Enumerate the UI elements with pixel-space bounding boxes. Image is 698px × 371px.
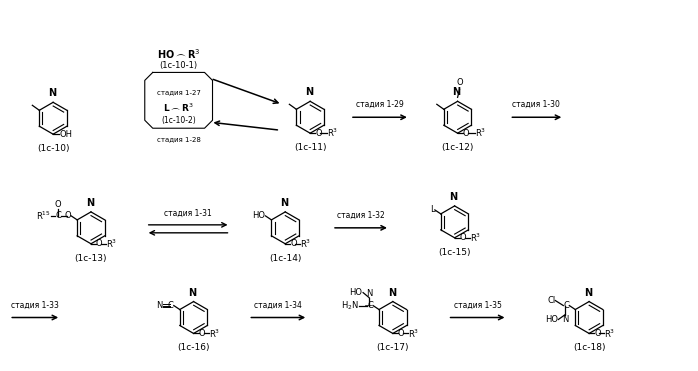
Text: OH: OH	[59, 130, 72, 139]
Text: O: O	[198, 329, 205, 338]
Text: O: O	[290, 239, 297, 248]
Text: R$^{15}$: R$^{15}$	[36, 210, 51, 222]
Text: R$^3$: R$^3$	[106, 237, 117, 250]
Text: стадия 1-29: стадия 1-29	[356, 100, 403, 109]
Text: O: O	[456, 78, 463, 87]
Text: HO: HO	[253, 211, 265, 220]
Text: O: O	[594, 329, 601, 338]
Text: стадия 1-33: стадия 1-33	[11, 301, 59, 309]
Text: HO: HO	[545, 315, 558, 324]
Text: HO$\frown$R$^3$: HO$\frown$R$^3$	[157, 47, 200, 61]
Text: N: N	[366, 289, 372, 298]
Text: стадия 1-32: стадия 1-32	[337, 211, 385, 220]
Text: (1c-10-1): (1c-10-1)	[160, 61, 198, 70]
Text: O: O	[64, 211, 71, 220]
Text: N: N	[452, 87, 461, 97]
Text: (1c-15): (1c-15)	[438, 248, 471, 257]
Text: R$^3$: R$^3$	[408, 327, 419, 339]
Text: R$^3$: R$^3$	[209, 327, 220, 339]
Text: O: O	[398, 329, 404, 338]
Text: (1c-13): (1c-13)	[75, 254, 107, 263]
Text: стадия 1-28: стадия 1-28	[157, 136, 200, 142]
Text: (1c-10): (1c-10)	[37, 144, 69, 153]
Text: O: O	[96, 239, 103, 248]
Text: N: N	[86, 198, 94, 208]
Text: стадия 1-34: стадия 1-34	[254, 301, 302, 309]
Text: N: N	[388, 288, 396, 298]
Text: L$\frown$R$^3$: L$\frown$R$^3$	[163, 102, 194, 115]
Text: стадия 1-35: стадия 1-35	[454, 301, 501, 309]
Text: (1c-17): (1c-17)	[377, 344, 409, 352]
Text: C: C	[55, 211, 61, 220]
Text: (1c-18): (1c-18)	[573, 344, 605, 352]
Text: O: O	[459, 233, 466, 242]
Text: стадия 1-27: стадия 1-27	[157, 89, 200, 95]
Text: стадия 1-31: стадия 1-31	[164, 209, 211, 218]
Text: N: N	[48, 88, 56, 98]
Text: R$^3$: R$^3$	[327, 127, 339, 139]
Text: N: N	[584, 288, 592, 298]
Text: (1c-10-2): (1c-10-2)	[161, 116, 196, 125]
Text: (1c-14): (1c-14)	[269, 254, 302, 263]
Text: H$_2$N: H$_2$N	[341, 299, 359, 312]
Text: C: C	[367, 301, 373, 310]
Text: R$^3$: R$^3$	[470, 232, 481, 244]
Text: O: O	[315, 129, 322, 138]
Text: N: N	[280, 198, 288, 208]
Text: N: N	[305, 87, 313, 97]
Text: N: N	[450, 192, 458, 202]
Text: N: N	[156, 301, 163, 310]
Text: N: N	[562, 315, 568, 324]
Text: C: C	[168, 301, 174, 310]
Text: HO: HO	[349, 288, 362, 297]
Text: C: C	[563, 301, 570, 310]
Text: Cl: Cl	[547, 296, 556, 305]
Text: (1c-11): (1c-11)	[294, 143, 327, 152]
Text: O: O	[55, 200, 61, 209]
Text: R$^3$: R$^3$	[300, 237, 311, 250]
Text: (1c-16): (1c-16)	[177, 344, 210, 352]
Text: R$^3$: R$^3$	[604, 327, 615, 339]
Text: O: O	[463, 129, 469, 138]
Text: стадия 1-30: стадия 1-30	[512, 100, 560, 109]
Text: R$^3$: R$^3$	[475, 127, 486, 139]
Text: (1c-12): (1c-12)	[441, 143, 474, 152]
Text: L: L	[430, 206, 435, 214]
Text: N: N	[188, 288, 197, 298]
